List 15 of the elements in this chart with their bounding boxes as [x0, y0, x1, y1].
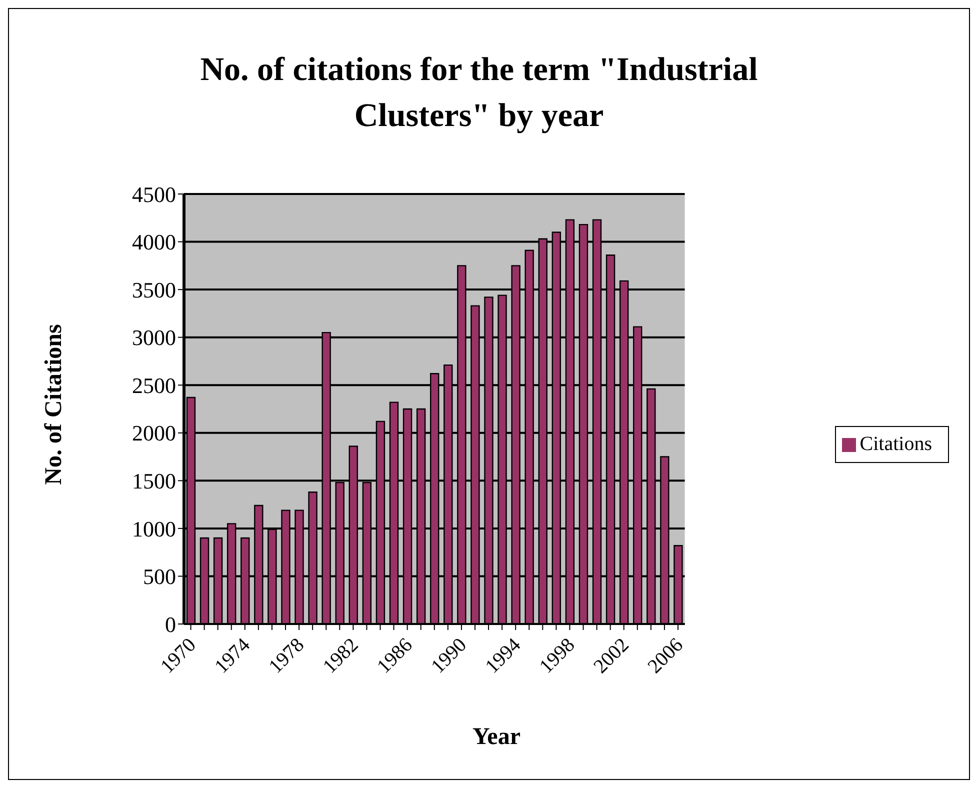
chart-title: No. of citations for the term "Industrial Clusters" by year: [199, 51, 759, 136]
y-tick-label: 1000: [132, 516, 176, 542]
y-tick-label: 1500: [132, 468, 176, 494]
x-axis-title: Year: [472, 724, 522, 751]
y-tick-label: 2000: [132, 420, 176, 446]
y-tick-label: 2500: [132, 372, 176, 398]
x-tick-label: 1982: [318, 634, 363, 678]
legend-label: Citations: [860, 432, 932, 454]
y-tick-label: 4000: [132, 230, 176, 255]
y-tick-label: 3000: [132, 325, 176, 350]
x-tick-label: 1990: [427, 634, 471, 678]
y-tick-label: 500: [143, 564, 176, 590]
y-axis-title: No. of Citations: [40, 324, 68, 484]
y-tick-label: 3500: [132, 277, 176, 302]
y-tick-label: 4500: [132, 182, 176, 207]
